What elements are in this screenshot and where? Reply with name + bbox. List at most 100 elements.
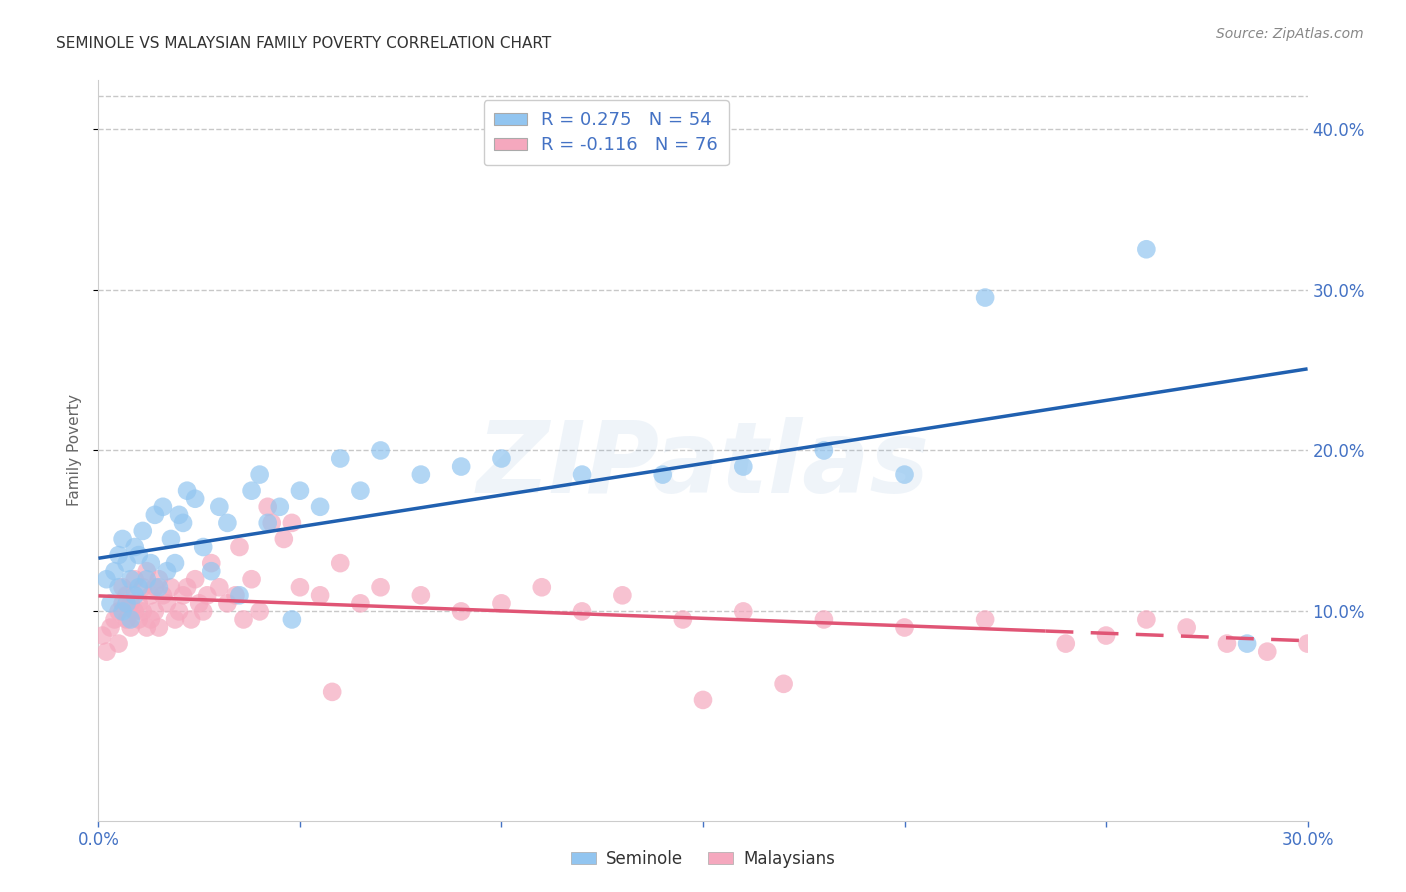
Point [167,604,190,618]
Point [115,612,138,626]
Point [100,596,122,610]
Point [692,693,714,707]
Point [491,596,513,610]
Point [107,548,129,562]
Point [1216,637,1239,651]
Point [91,628,114,642]
Point [450,604,472,618]
Point [124,572,146,586]
Point [224,588,246,602]
Point [120,612,142,626]
Point [772,677,794,691]
Point [172,588,194,602]
Point [450,459,472,474]
Text: ZIPatlas: ZIPatlas [477,417,929,514]
Point [672,612,695,626]
Point [249,467,271,482]
Point [329,556,352,570]
Point [893,620,915,634]
Point [232,612,254,626]
Point [1054,637,1077,651]
Point [256,500,278,514]
Point [249,604,271,618]
Point [491,451,513,466]
Point [200,564,222,578]
Point [172,516,194,530]
Point [370,580,392,594]
Point [132,580,155,594]
Point [111,532,134,546]
Point [156,596,179,610]
Point [571,467,593,482]
Point [103,612,125,626]
Point [530,580,553,594]
Point [240,572,263,586]
Point [115,588,138,602]
Point [96,572,118,586]
Point [139,612,162,626]
Point [148,572,170,586]
Point [184,491,207,506]
Point [167,508,190,522]
Point [974,612,997,626]
Point [120,620,142,634]
Point [120,572,142,586]
Point [128,580,150,594]
Point [612,588,634,602]
Point [124,588,146,602]
Point [1296,637,1319,651]
Point [128,548,150,562]
Point [193,604,215,618]
Point [217,596,239,610]
Point [217,516,239,530]
Point [135,572,157,586]
Point [139,588,162,602]
Point [176,580,198,594]
Point [111,580,134,594]
Point [281,612,304,626]
Point [124,540,146,554]
Point [370,443,392,458]
Point [1095,628,1118,642]
Point [321,685,343,699]
Point [163,556,186,570]
Point [974,291,997,305]
Point [208,500,231,514]
Point [115,596,138,610]
Point [349,596,371,610]
Point [188,596,211,610]
Point [180,612,202,626]
Point [139,556,162,570]
Point [733,459,755,474]
Point [1135,242,1157,256]
Point [195,588,218,602]
Point [160,532,183,546]
Point [309,588,332,602]
Point [813,612,835,626]
Point [111,604,134,618]
Point [200,556,222,570]
Point [128,596,150,610]
Y-axis label: Family Poverty: Family Poverty [67,394,83,507]
Point [132,604,155,618]
Point [176,483,198,498]
Point [148,620,170,634]
Point [96,645,118,659]
Point [208,580,231,594]
Point [135,620,157,634]
Point [329,451,352,466]
Point [143,508,166,522]
Point [163,612,186,626]
Point [111,596,134,610]
Point [349,483,371,498]
Point [256,516,278,530]
Point [228,540,250,554]
Point [813,443,835,458]
Point [240,483,263,498]
Point [733,604,755,618]
Point [1135,612,1157,626]
Point [107,604,129,618]
Point [269,500,291,514]
Text: Source: ZipAtlas.com: Source: ZipAtlas.com [1216,27,1364,41]
Point [651,467,673,482]
